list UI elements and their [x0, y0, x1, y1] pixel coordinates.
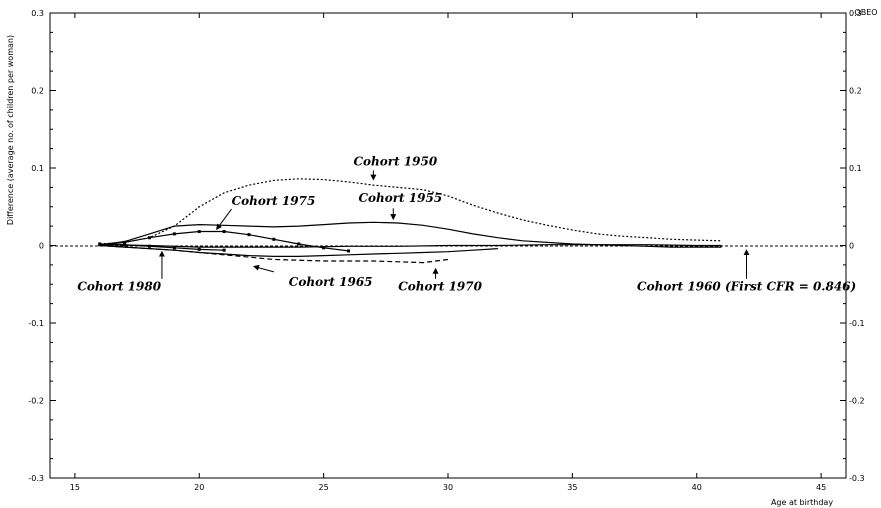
x-tick-label: 25 [319, 483, 329, 492]
series-point [272, 237, 276, 241]
x-axis-label: Age at birthday [771, 498, 833, 507]
series-line-cohort-1970 [99, 244, 449, 264]
series-point [98, 242, 102, 246]
y-tick-label-right: -0.3 [849, 474, 865, 483]
x-tick-label: 35 [567, 483, 577, 492]
annotation-label: Cohort 1965 [289, 275, 373, 289]
series-point [123, 240, 127, 244]
y-tick-label-right: 0 [849, 242, 854, 251]
series-line-cohort-1955 [99, 221, 722, 248]
series-line-cohort-1980 [99, 243, 225, 251]
y-tick-label: 0.1 [31, 164, 44, 173]
annotation-label: Cohort 1970 [398, 279, 482, 293]
series-point [347, 249, 350, 253]
series-point [172, 232, 176, 236]
series-point [222, 230, 226, 234]
annotation-label: Cohort 1960 (First CFR = 0.846) [637, 279, 856, 293]
y-axis-label: Difference (average no. of children per … [6, 35, 15, 225]
series-point [148, 236, 151, 240]
series-point [123, 243, 127, 247]
series-point [247, 233, 251, 237]
x-tick-label: 45 [816, 483, 826, 492]
annotation-label: Cohort 1955 [358, 191, 442, 205]
y-tick-label-right: -0.2 [849, 397, 865, 406]
corner-label: OBEO [854, 8, 877, 17]
y-tick-label: 0.2 [31, 87, 44, 96]
y-tick-label-right: 0.1 [849, 164, 862, 173]
axis-ticks: 15 20 25 30 35 40 45 -0.3 -0.3 -0.2 -0.2 -0.1 -0.1 0 0… [28, 9, 864, 492]
y-tick-label: -0.1 [28, 319, 44, 328]
series-point [148, 244, 151, 248]
annotation-arrow [253, 264, 275, 273]
series-point [197, 230, 201, 234]
y-tick-label: -0.2 [28, 397, 44, 406]
annotation-layer: Cohort 1950 Cohort 1955 Cohort 1975 Cohort … [77, 155, 856, 294]
x-tick-label: 40 [692, 483, 702, 492]
y-tick-label: 0 [39, 242, 44, 251]
annotation-label: Cohort 1975 [232, 194, 316, 208]
series-point [172, 246, 176, 250]
y-tick-label: -0.3 [28, 474, 44, 483]
y-tick-label-right: 0.2 [849, 87, 862, 96]
annotation-label: Cohort 1980 [77, 279, 161, 293]
series-line-cohort-1960 [99, 244, 722, 248]
y-tick-label-right: -0.1 [849, 319, 865, 328]
annotation-label: Cohort 1950 [353, 155, 437, 169]
y-tick-label-right: 0.3 [849, 9, 862, 18]
annotation-arrow [216, 208, 232, 231]
series-point [297, 242, 301, 246]
x-tick-label: 30 [443, 483, 453, 492]
series-line-cohort-1950 [99, 178, 722, 245]
series-point [222, 248, 226, 252]
x-tick-label: 20 [194, 483, 204, 492]
series-point [197, 247, 201, 251]
y-tick-label: 0.3 [31, 9, 44, 18]
series-layer [98, 178, 722, 264]
x-tick-label: 15 [70, 483, 80, 492]
series-point [322, 246, 326, 250]
